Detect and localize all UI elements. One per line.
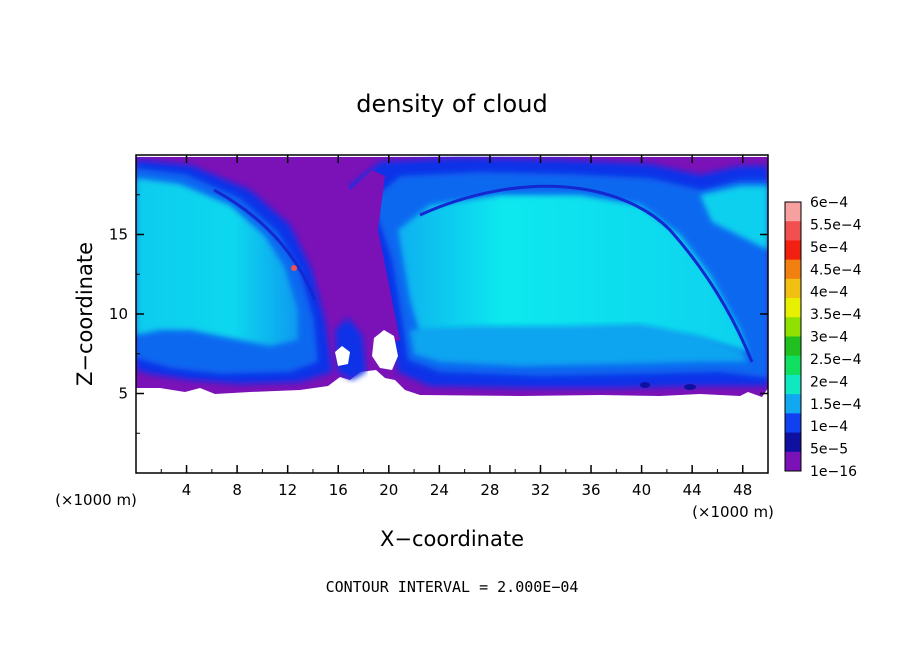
colorbar-swatch bbox=[785, 451, 801, 472]
x-tick-label: 8 bbox=[232, 481, 242, 499]
x-tick-label: 44 bbox=[683, 481, 702, 499]
x-tick-label: 32 bbox=[531, 481, 550, 499]
x-tick-label: 36 bbox=[581, 481, 600, 499]
colorbar-label: 5.5e−4 bbox=[810, 217, 862, 233]
arc-streak bbox=[419, 184, 754, 363]
colorbar-swatch bbox=[785, 259, 801, 280]
colorbar-swatch bbox=[785, 298, 801, 318]
heatmap-field bbox=[136, 157, 768, 397]
colorbar-label: 1e−4 bbox=[810, 419, 848, 435]
colorbar-label: 6e−4 bbox=[810, 195, 848, 211]
red-spot bbox=[291, 265, 297, 271]
colorbar-frame bbox=[784, 201, 802, 472]
dark-spot-2 bbox=[640, 382, 650, 388]
left-cloud-mass bbox=[136, 178, 298, 346]
colorbar-swatch bbox=[785, 317, 801, 337]
contour-interval-note: CONTOUR INTERVAL = 2.000E−04 bbox=[326, 578, 579, 596]
colorbar-swatch bbox=[785, 336, 801, 357]
dark-spot-1 bbox=[684, 384, 696, 390]
x-tick-label: 16 bbox=[329, 481, 348, 499]
colorbar-label: 4e−4 bbox=[810, 285, 848, 301]
y-tick-label: 5 bbox=[118, 385, 128, 403]
colorbar-swatch bbox=[785, 240, 801, 261]
right-top-band bbox=[700, 186, 768, 250]
right-lower-band bbox=[410, 324, 748, 366]
right-cloud-mass bbox=[398, 195, 748, 352]
colorbar-label: 2.5e−4 bbox=[810, 352, 862, 368]
x-axis: 4 8 12 16 20 24 28 32 36 40 44 48 bbox=[160, 155, 752, 499]
colorbar-swatch bbox=[785, 394, 801, 414]
colorbar-label: 3e−4 bbox=[810, 330, 848, 346]
x-axis-label: X−coordinate bbox=[380, 527, 524, 551]
colorbar-swatch bbox=[785, 413, 801, 433]
clear-pocket-1 bbox=[335, 346, 350, 366]
left-streak bbox=[213, 188, 317, 301]
colorbar-label: 4.5e−4 bbox=[810, 262, 862, 278]
colorbar-label: 1e−16 bbox=[810, 464, 857, 480]
x-tick-label: 12 bbox=[278, 481, 297, 499]
x-tick-label: 20 bbox=[379, 481, 398, 499]
colorbar-swatch bbox=[785, 355, 801, 376]
clear-pocket-2 bbox=[372, 330, 398, 370]
x-tick-label: 4 bbox=[182, 481, 192, 499]
colorbar-swatch bbox=[785, 374, 801, 395]
colorbar-legend: 6e−4 5.5e−4 5e−4 4.5e−4 4e−4 3.5e−4 3e−4 2.5e−4… bbox=[784, 195, 862, 480]
colorbar-swatch bbox=[785, 202, 801, 222]
central-gap bbox=[300, 166, 400, 345]
colorbar-label: 1.5e−4 bbox=[810, 397, 862, 413]
colorbar-swatch bbox=[785, 221, 801, 241]
colorbar-label: 5e−5 bbox=[810, 442, 848, 458]
colorbar-swatch bbox=[785, 278, 801, 299]
x-tick-label: 40 bbox=[632, 481, 651, 499]
chart-title: density of cloud bbox=[356, 90, 547, 118]
x-unit-right: (×1000 m) bbox=[692, 503, 774, 521]
colorbar-label: 3.5e−4 bbox=[810, 307, 862, 323]
y-tick-label: 10 bbox=[109, 305, 128, 323]
colorbar-label: 2e−4 bbox=[810, 374, 848, 390]
y-axis-label: Z−coordinate bbox=[73, 242, 97, 386]
x-tick-label: 28 bbox=[480, 481, 499, 499]
x-unit-left: (×1000 m) bbox=[55, 491, 137, 509]
colorbar-label: 5e−4 bbox=[810, 240, 848, 256]
y-tick-label: 15 bbox=[109, 226, 128, 244]
x-tick-label: 48 bbox=[733, 481, 752, 499]
colorbar-swatch bbox=[785, 432, 801, 453]
x-tick-label: 24 bbox=[430, 481, 449, 499]
y-axis: 5 10 15 bbox=[109, 194, 768, 434]
